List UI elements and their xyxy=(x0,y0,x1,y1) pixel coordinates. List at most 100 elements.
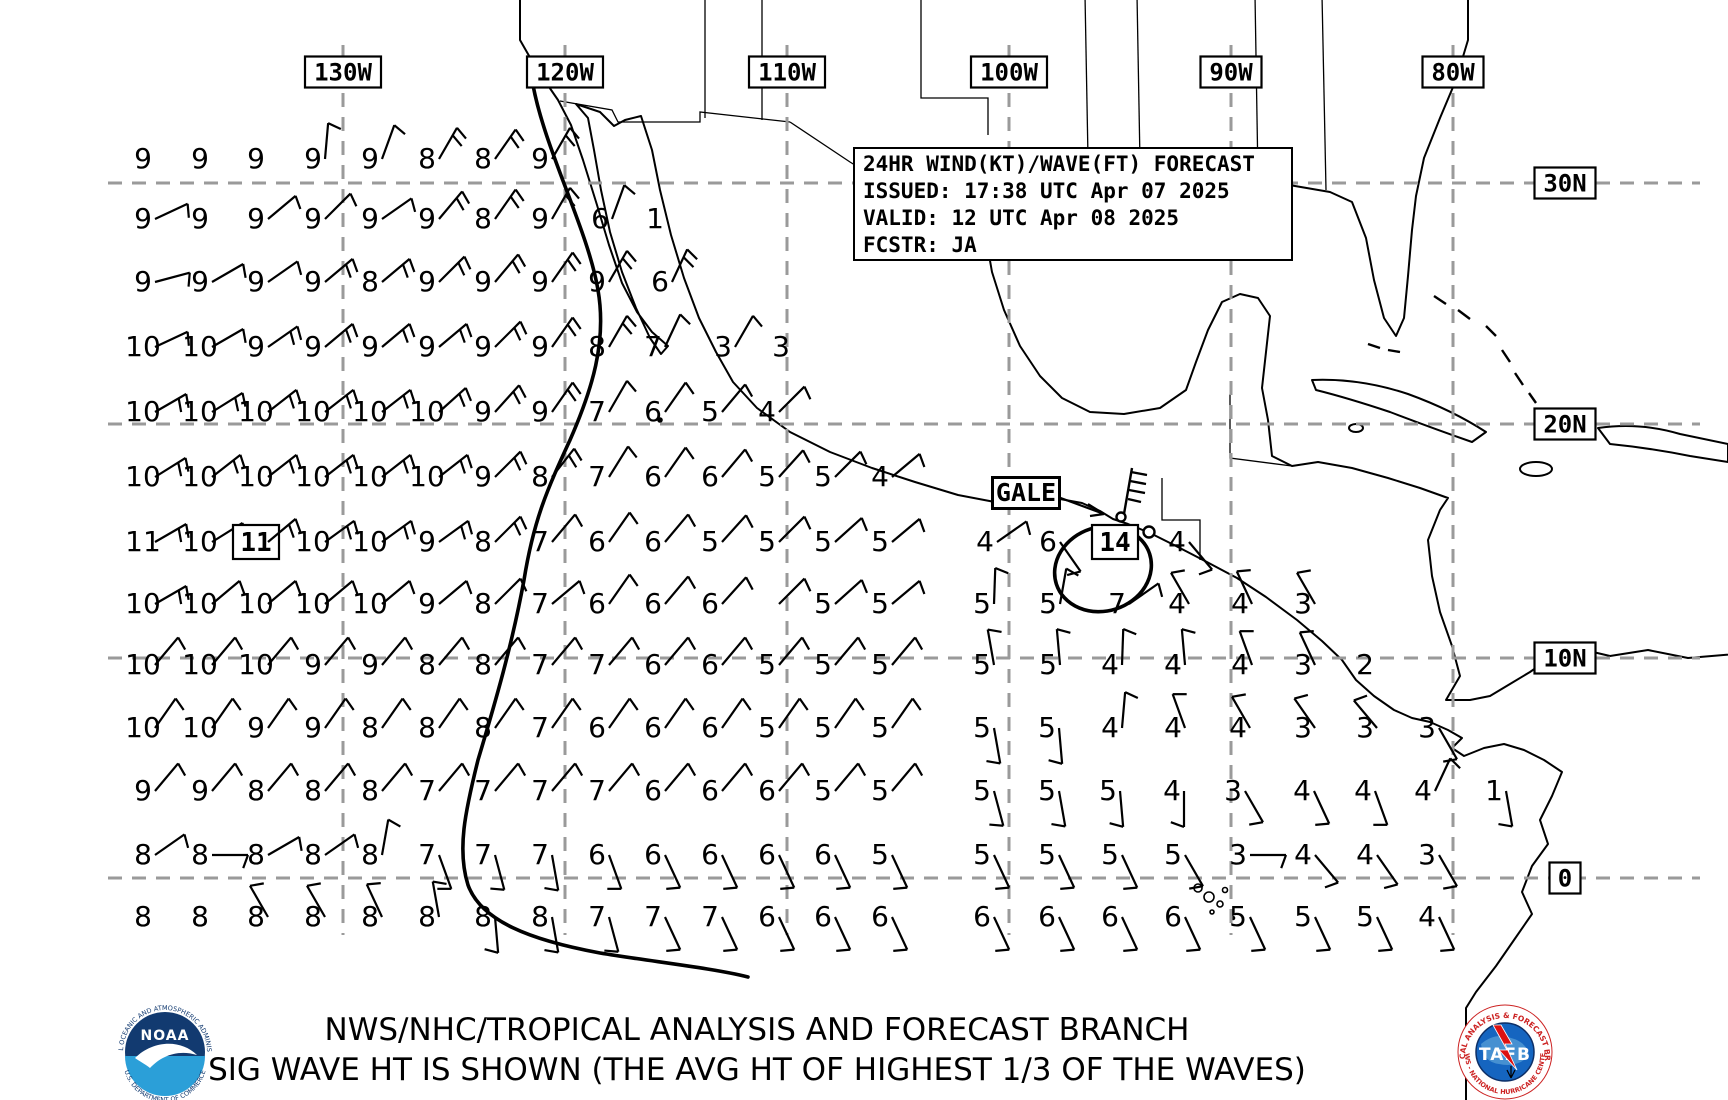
wind-barb-tick xyxy=(234,636,244,651)
wind-barb-tick xyxy=(682,256,695,268)
wind-barb-shaft xyxy=(365,883,383,918)
wave-height-value: 6 xyxy=(973,900,991,933)
wave-height-value: 5 xyxy=(1229,900,1247,933)
wind-barb-tick xyxy=(803,578,812,592)
wind-barb-tick xyxy=(241,392,247,407)
wave-height-value: 8 xyxy=(418,648,436,681)
wind-barb-tick xyxy=(564,194,576,207)
wind-barb-tick xyxy=(986,759,1001,765)
wave-height-value: 7 xyxy=(531,711,549,744)
wind-barb-tick xyxy=(351,323,359,338)
jamaica-island xyxy=(1519,461,1553,477)
wind-barb-shaft xyxy=(1057,790,1067,827)
wind-barb-shaft xyxy=(992,567,997,605)
wind-barb-tick xyxy=(290,762,300,777)
wave-height-value: 5 xyxy=(814,711,832,744)
wind-barb-tick xyxy=(918,518,926,533)
wind-barb-shaft xyxy=(494,253,519,283)
wind-barb-tick xyxy=(177,590,183,605)
wind-barb-shaft xyxy=(381,258,411,283)
wind-barb-tick xyxy=(1056,628,1071,634)
wind-barb-shaft xyxy=(154,523,187,543)
wind-barb-tick xyxy=(1440,948,1455,952)
wind-barb-tick xyxy=(745,576,754,591)
wind-barb-shaft xyxy=(438,580,468,605)
wave-height-value: 6 xyxy=(758,900,776,933)
wave-height-value: 7 xyxy=(531,648,549,681)
wave-height-value: 3 xyxy=(714,330,732,363)
wind-barb-shaft xyxy=(323,123,330,160)
wave-height-value: 4 xyxy=(758,395,776,428)
wind-barb-tick xyxy=(177,528,183,543)
wind-barb-tick xyxy=(752,315,763,328)
wave-height-value: 9 xyxy=(531,330,549,363)
wind-barb-shaft xyxy=(438,387,467,413)
wind-barb-tick xyxy=(989,823,1004,827)
wind-barb-tick xyxy=(459,459,466,474)
wave-height-value: 8 xyxy=(474,711,492,744)
wind-barb-tick xyxy=(994,567,1009,575)
wind-barb-shaft xyxy=(891,854,909,889)
wind-barb-shaft xyxy=(551,251,574,283)
wave-height-value: 6 xyxy=(701,711,719,744)
wave-height-value: 4 xyxy=(1164,711,1182,744)
wind-barb-shaft xyxy=(1314,854,1339,884)
footer-wave-note: SIG WAVE HT IS SHOWN (THE AVG HT OF HIGH… xyxy=(208,1052,1306,1088)
wave-height-value: 6 xyxy=(758,838,776,871)
hispaniola-coastline xyxy=(1597,425,1728,463)
wind-barb-tick xyxy=(457,262,466,276)
wind-barb-tick xyxy=(1280,854,1288,869)
wind-barb-shaft xyxy=(437,854,453,890)
wave-height-value: 8 xyxy=(531,900,549,933)
wave-height-value: 9 xyxy=(361,142,379,175)
wind-barb-shaft xyxy=(493,916,500,953)
gale-arrow xyxy=(1057,495,1105,518)
wind-barb-tick xyxy=(458,393,466,408)
wind-barb-tick xyxy=(571,381,582,395)
wind-barb-tick xyxy=(295,389,302,404)
wind-barb-tick xyxy=(1122,628,1137,636)
wave-height-value: 3 xyxy=(772,330,790,363)
wind-barb-shaft xyxy=(834,854,852,889)
wind-barb-shaft xyxy=(267,762,292,792)
wind-barb-tick xyxy=(801,636,811,651)
wind-barb-shaft xyxy=(1298,631,1316,666)
grid-label-box-120W xyxy=(525,55,605,89)
wind-barb-shaft xyxy=(438,127,458,160)
wind-barb-shaft xyxy=(324,323,354,348)
wind-barb-shaft xyxy=(324,636,349,666)
wave-height-value: 9 xyxy=(134,774,152,807)
wave-height-value: 4 xyxy=(1414,774,1432,807)
wave-height-value: 9 xyxy=(191,202,209,235)
wind-barb-tick xyxy=(287,524,295,538)
wave-height-value: 6 xyxy=(588,525,606,558)
wave-height-value: 9 xyxy=(418,330,436,363)
wave-height-value: 7 xyxy=(588,395,606,428)
wave-height-value: 9 xyxy=(531,265,549,298)
wind-barb-shaft xyxy=(834,697,857,729)
wind-barb-shaft xyxy=(211,263,244,283)
wind-barb-tick xyxy=(345,459,352,474)
wind-barb-tick xyxy=(514,128,525,142)
wind-barb-tick xyxy=(519,451,528,465)
grid-label-box-80W xyxy=(1421,55,1485,89)
wind-barb-tick xyxy=(628,573,639,587)
wind-barb-tick xyxy=(1109,822,1124,828)
wind-barb-shaft xyxy=(721,762,746,792)
wind-barb-shaft xyxy=(438,453,469,478)
wave-height-value: 9 xyxy=(304,711,322,744)
wind-barb-tick xyxy=(1353,694,1368,702)
wind-barb-tick xyxy=(1186,948,1201,952)
wave-height-value: 9 xyxy=(474,265,492,298)
wind-barb-shaft xyxy=(267,580,297,605)
wind-barb-tick xyxy=(242,263,247,278)
wind-barb-shaft xyxy=(494,384,520,413)
boxed-wave-height xyxy=(1090,523,1140,561)
wind-barb-shaft xyxy=(267,697,290,729)
wind-barb-shaft xyxy=(664,762,689,792)
wind-barb-tick xyxy=(626,315,637,328)
wind-barb-shaft xyxy=(154,330,189,348)
wind-barb-shaft xyxy=(551,513,576,543)
wind-barb-tick xyxy=(744,636,754,651)
wind-barb-tick xyxy=(186,203,190,218)
